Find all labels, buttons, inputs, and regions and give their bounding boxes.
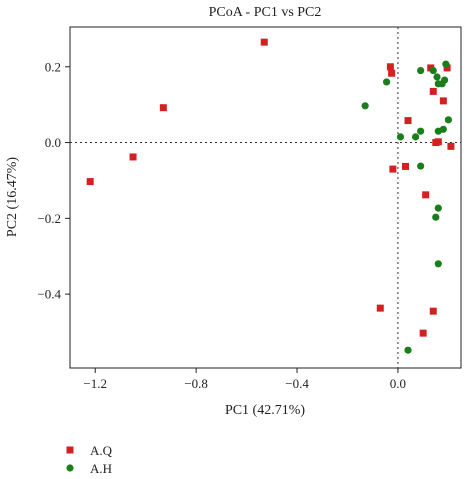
point-aq (86, 178, 94, 186)
point-aq (386, 63, 394, 71)
point-ah (417, 162, 425, 170)
point-aq (443, 64, 451, 72)
point-ah (444, 116, 452, 124)
point-aq (427, 64, 435, 72)
point-ah (411, 133, 420, 141)
point-aq (159, 104, 167, 112)
point-ah (417, 127, 425, 135)
point-ah (434, 204, 442, 212)
point-aq (434, 138, 442, 146)
chart-title: PCoA - PC1 vs PC2 (209, 5, 322, 20)
point-ah (404, 346, 412, 354)
y-tick-label: −0.2 (37, 211, 61, 226)
point-aq (429, 87, 437, 95)
x-axis-ticks: −1.2 −0.8 −0.4 0.0 (83, 368, 406, 391)
zero-lines (70, 27, 461, 368)
legend-label-ah: A.H (90, 461, 112, 474)
y-tick-label: −0.4 (37, 287, 61, 302)
point-aq (388, 69, 396, 77)
plot-frame (69, 26, 462, 369)
point-aq (447, 142, 455, 150)
point-ah (438, 80, 446, 88)
point-ah (417, 66, 425, 75)
point-aq (389, 165, 397, 173)
x-tick-label: −1.2 (83, 376, 107, 391)
y-tick-label: 0.2 (45, 59, 61, 74)
x-tick-label: −0.4 (285, 376, 309, 391)
point-ah (429, 66, 437, 75)
point-aq (404, 117, 412, 125)
y-axis-label: PC2 (16.47%) (5, 157, 20, 237)
y-tick-label: 0.0 (45, 135, 61, 150)
legend-marker-ah (66, 464, 74, 472)
point-aq (260, 38, 268, 46)
point-ah (439, 125, 447, 133)
point-aq (402, 162, 410, 170)
point-ah (442, 60, 450, 68)
point-aq (429, 307, 437, 315)
point-aq (129, 153, 137, 161)
x-tick-label: 0.0 (390, 376, 406, 391)
point-ah (434, 260, 442, 268)
data-points (86, 38, 455, 354)
x-tick-label: −0.8 (184, 376, 208, 391)
legend-marker-aq (66, 446, 74, 454)
point-aq (439, 97, 447, 105)
point-ah (382, 78, 391, 86)
point-ah (361, 102, 369, 110)
point-aq (422, 191, 430, 199)
point-ah (432, 213, 440, 221)
point-aq (419, 329, 427, 337)
legend-label-aq: A.Q (90, 443, 113, 458)
legend: A.Q A.H (66, 443, 113, 476)
y-axis-ticks: 0.2 0.0 −0.2 −0.4 (37, 59, 70, 302)
x-axis-label: PC1 (42.71%) (225, 403, 305, 418)
point-aq (376, 304, 384, 312)
point-ah (396, 133, 405, 141)
point-ah (433, 73, 441, 81)
